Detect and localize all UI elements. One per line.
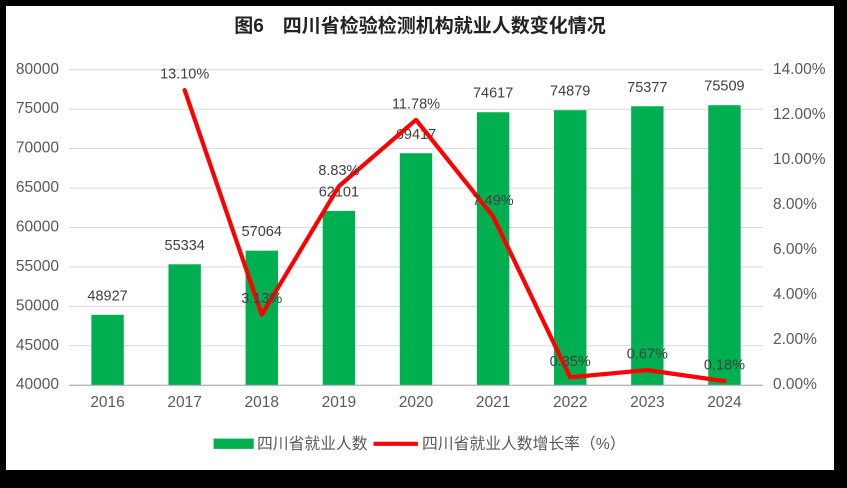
svg-text:70000: 70000 (16, 140, 59, 157)
svg-text:2017: 2017 (167, 394, 201, 411)
svg-text:75509: 75509 (704, 79, 744, 95)
svg-text:75377: 75377 (627, 80, 667, 96)
svg-text:48927: 48927 (87, 288, 127, 304)
svg-text:12.00%: 12.00% (773, 106, 826, 123)
svg-text:55334: 55334 (165, 238, 205, 254)
svg-text:65000: 65000 (16, 179, 59, 196)
svg-text:图6 四川省检验检测机构就业人数变化情况: 图6 四川省检验检测机构就业人数变化情况 (234, 14, 606, 37)
svg-text:0.00%: 0.00% (773, 376, 817, 393)
svg-text:8.00%: 8.00% (773, 196, 817, 213)
svg-text:45000: 45000 (16, 337, 59, 354)
svg-text:4.00%: 4.00% (773, 286, 817, 303)
svg-text:2019: 2019 (322, 394, 356, 411)
svg-text:40000: 40000 (16, 376, 59, 393)
svg-text:2020: 2020 (399, 394, 434, 411)
svg-text:6.00%: 6.00% (773, 241, 817, 258)
svg-text:80000: 80000 (16, 61, 59, 78)
svg-text:0.18%: 0.18% (704, 358, 745, 374)
svg-text:2016: 2016 (90, 394, 124, 411)
svg-text:2024: 2024 (707, 394, 742, 411)
svg-text:2023: 2023 (630, 394, 664, 411)
svg-text:75000: 75000 (16, 100, 59, 117)
svg-text:8.83%: 8.83% (318, 163, 359, 179)
svg-text:0.35%: 0.35% (550, 354, 591, 370)
svg-text:60000: 60000 (16, 219, 59, 236)
svg-text:57064: 57064 (242, 224, 282, 240)
svg-text:2021: 2021 (476, 394, 510, 411)
svg-text:四川省就业人数: 四川省就业人数 (257, 435, 368, 453)
svg-text:14.00%: 14.00% (773, 61, 826, 78)
svg-text:7.49%: 7.49% (473, 193, 514, 209)
svg-text:2018: 2018 (245, 394, 279, 411)
svg-text:10.00%: 10.00% (773, 151, 826, 168)
svg-text:13.10%: 13.10% (160, 67, 209, 83)
svg-text:50000: 50000 (16, 297, 59, 314)
svg-text:0.67%: 0.67% (627, 347, 668, 363)
svg-text:2.00%: 2.00% (773, 331, 817, 348)
svg-text:2022: 2022 (553, 394, 587, 411)
svg-text:74879: 74879 (550, 84, 590, 100)
svg-text:四川省就业人数增长率（%）: 四川省就业人数增长率（%） (422, 435, 626, 453)
svg-text:3.13%: 3.13% (241, 291, 282, 307)
svg-text:74617: 74617 (473, 86, 513, 102)
svg-text:11.78%: 11.78% (392, 96, 440, 112)
svg-text:55000: 55000 (16, 258, 59, 275)
